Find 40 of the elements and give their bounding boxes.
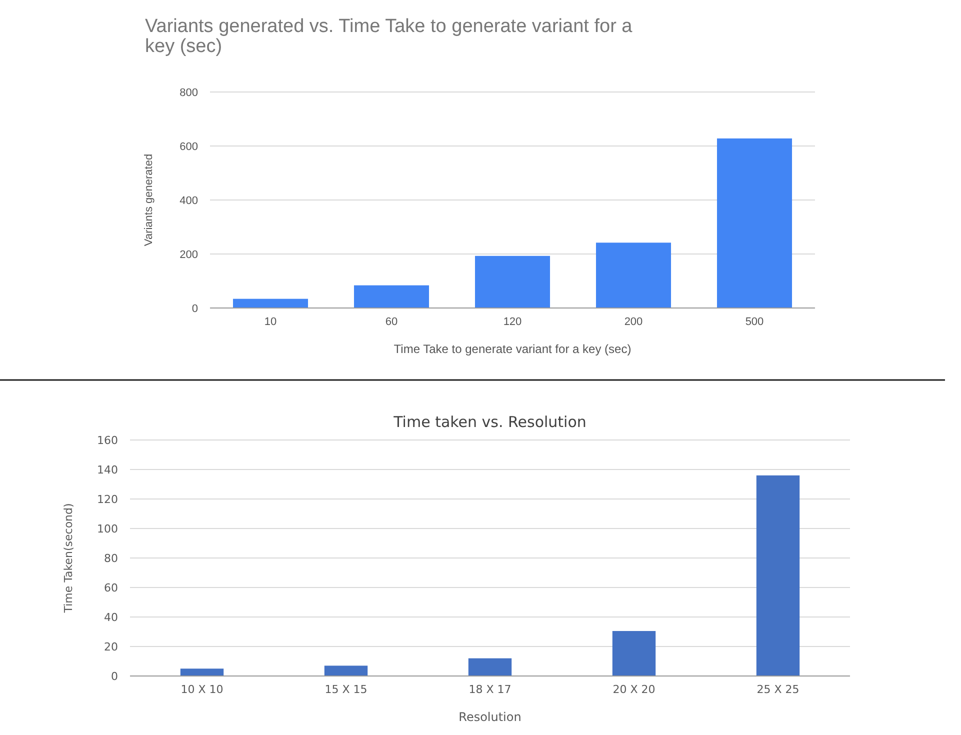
chart-title: Time taken vs. Resolution	[392, 413, 586, 431]
x-tick-label: 20 X 20	[612, 683, 656, 696]
bar	[474, 256, 550, 308]
y-tick-label: 600	[180, 140, 198, 153]
bar	[756, 475, 800, 676]
x-tick-label: 15 X 15	[324, 683, 368, 696]
x-tick-label: 25 X 25	[756, 683, 800, 696]
x-axis-title: Resolution	[458, 710, 522, 724]
y-tick-label: 60	[104, 581, 118, 594]
x-tick-label: 60	[385, 316, 398, 328]
chart-title: Variants generated vs. Time Take to generate variant for a key (sec)	[145, 16, 633, 57]
x-tick-label: 10	[264, 316, 277, 328]
y-tick-label: 140	[97, 463, 118, 476]
x-axis-title: Time Take to generate variant for a key (sec)	[394, 342, 632, 356]
y-tick-label: 120	[97, 492, 118, 506]
y-tick-label: 40	[104, 610, 118, 624]
y-tick-label: 400	[180, 194, 198, 207]
y-tick-label: 160	[97, 434, 118, 447]
x-tick-label: 120	[503, 316, 522, 328]
y-tick-label: 0	[192, 302, 198, 315]
bar	[612, 631, 656, 676]
y-tick-label: 80	[104, 552, 118, 565]
x-tick-label: 200	[624, 316, 643, 328]
x-tick-label: 10 X 10	[180, 683, 224, 696]
y-axis-title: Time Taken(second)	[62, 503, 75, 614]
bar	[468, 658, 512, 676]
bar	[324, 666, 368, 676]
bar	[180, 668, 224, 676]
y-tick-label: 200	[180, 248, 198, 261]
x-tick-label: 18 X 17	[468, 683, 512, 696]
y-tick-label: 100	[97, 522, 118, 536]
bar	[596, 242, 672, 308]
bar	[716, 138, 792, 308]
y-tick-label: 20	[104, 640, 118, 654]
y-axis-title: Variants generated	[143, 154, 155, 246]
y-tick-label: 800	[180, 86, 198, 99]
bar	[232, 298, 308, 308]
bar	[354, 285, 430, 308]
y-tick-label: 0	[111, 670, 118, 683]
x-tick-label: 500	[745, 316, 764, 328]
